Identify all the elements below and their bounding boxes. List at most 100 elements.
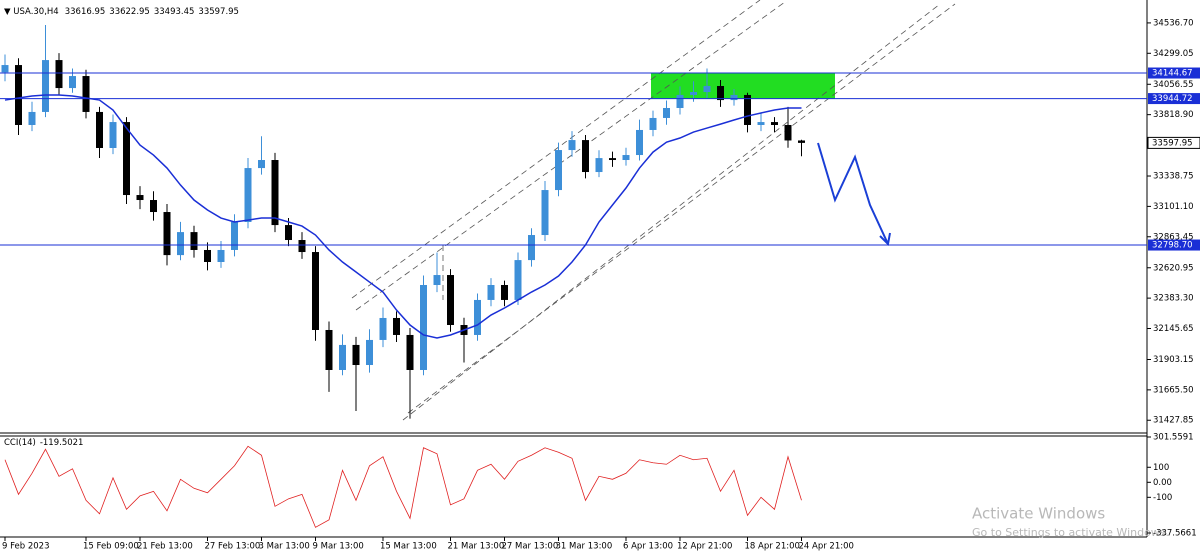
channel-line bbox=[355, 1, 786, 311]
candle-body bbox=[123, 122, 130, 196]
candle-body bbox=[136, 195, 144, 201]
candle-body bbox=[784, 124, 792, 141]
y-tick-label: 31665.50 bbox=[1153, 385, 1194, 395]
y-tick-label: 31903.15 bbox=[1153, 355, 1194, 365]
watermark-title: Activate Windows bbox=[972, 505, 1105, 523]
candle-body bbox=[501, 285, 508, 300]
x-tick-label: 15 Feb 09:00 bbox=[83, 542, 139, 552]
x-tick-label: 27 Feb 13:00 bbox=[205, 542, 261, 552]
candle-body bbox=[82, 76, 90, 112]
header-open: 33616.95 bbox=[65, 7, 106, 17]
candle-body bbox=[339, 344, 346, 370]
candle-body bbox=[717, 86, 724, 101]
level-label-box bbox=[1148, 93, 1200, 105]
candle-body bbox=[528, 235, 535, 261]
header-low: 33493.45 bbox=[154, 7, 195, 17]
candle-body bbox=[271, 160, 279, 226]
arrow-path bbox=[817, 142, 889, 245]
x-tick-label: 3 Mar 13:00 bbox=[259, 542, 310, 552]
header-close: 33597.95 bbox=[198, 7, 239, 17]
channel-line bbox=[351, 0, 761, 299]
candle-body bbox=[163, 212, 171, 256]
cci-tick-label: -100 bbox=[1153, 493, 1172, 503]
candle-body bbox=[420, 285, 427, 370]
y-tick-label: 33338.75 bbox=[1153, 172, 1194, 182]
candle-body bbox=[406, 334, 414, 370]
candle-body bbox=[298, 240, 306, 253]
candle-body bbox=[582, 140, 589, 173]
header-glyph: ▼ bbox=[4, 7, 13, 17]
cci-tick-label: -337.5661 bbox=[1153, 529, 1197, 539]
level-label: 32798.70 bbox=[1152, 241, 1193, 251]
candle-body bbox=[366, 339, 373, 366]
candle-body bbox=[514, 260, 522, 300]
candle-body bbox=[69, 76, 76, 89]
candle-body bbox=[622, 155, 630, 161]
channel-line bbox=[402, 3, 941, 421]
level-label: 33944.72 bbox=[1152, 94, 1193, 104]
x-tick-label: 21 Feb 13:00 bbox=[137, 542, 193, 552]
channel-line bbox=[407, 3, 956, 414]
candle-body bbox=[285, 225, 292, 241]
candle-body bbox=[474, 299, 481, 335]
candle-body bbox=[96, 111, 103, 148]
watermark-subtitle: Go to Settings to activate Windows. bbox=[972, 526, 1169, 539]
candle-body bbox=[663, 107, 670, 118]
x-tick-label: 15 Mar 13:00 bbox=[380, 542, 437, 552]
candle-body bbox=[744, 94, 751, 125]
y-tick-label: 31427.85 bbox=[1153, 416, 1194, 426]
candle-body bbox=[757, 122, 765, 125]
candle-body bbox=[568, 140, 576, 151]
candle-body bbox=[636, 129, 643, 156]
candle-body bbox=[447, 275, 454, 326]
candle-body bbox=[690, 92, 697, 95]
cci-tick-label: 301.5591 bbox=[1153, 433, 1194, 443]
y-tick-label: 32145.65 bbox=[1153, 324, 1194, 334]
plot-layer bbox=[1, 25, 805, 419]
candle-body bbox=[109, 122, 117, 148]
candle-body bbox=[244, 168, 252, 222]
candle-body bbox=[541, 190, 549, 236]
y-tick-label: 34536.70 bbox=[1153, 18, 1194, 28]
candle-body bbox=[379, 317, 387, 340]
x-tick-label: 18 Apr 21:00 bbox=[745, 542, 800, 552]
candle-body bbox=[28, 111, 36, 125]
level-label-box bbox=[1148, 67, 1200, 79]
candle-body bbox=[258, 160, 265, 169]
candle-body bbox=[15, 65, 22, 125]
candle-body bbox=[433, 275, 441, 286]
candle-body bbox=[55, 60, 63, 89]
price-label-box bbox=[1147, 136, 1200, 149]
x-tick-label: 9 Mar 13:00 bbox=[313, 542, 364, 552]
candle-body bbox=[217, 249, 225, 262]
candle-body bbox=[204, 249, 211, 262]
candle-body bbox=[312, 252, 319, 330]
candle-body bbox=[595, 158, 603, 173]
candle-body bbox=[487, 285, 495, 300]
arrow-head bbox=[879, 232, 891, 247]
candle-body bbox=[393, 317, 400, 335]
candle-body bbox=[231, 221, 238, 250]
y-tick-label: 32383.30 bbox=[1153, 294, 1194, 304]
x-tick-label: 9 Feb 2023 bbox=[2, 542, 50, 552]
y-tick-label: 34299.05 bbox=[1153, 49, 1194, 59]
header-high: 33622.95 bbox=[109, 7, 150, 17]
x-tick-label: 27 Mar 13:00 bbox=[502, 542, 559, 552]
x-tick-label: 21 Mar 13:00 bbox=[448, 542, 505, 552]
moving-average bbox=[4, 94, 802, 339]
cci-name: CCI(14) bbox=[4, 438, 36, 448]
candle-body bbox=[190, 232, 198, 250]
candle-body bbox=[325, 329, 333, 370]
candle-body bbox=[676, 94, 684, 108]
candle-body bbox=[352, 344, 360, 366]
channel bbox=[351, 0, 956, 421]
y-tick-label: 34056.55 bbox=[1153, 80, 1194, 90]
y-tick-label: 32863.45 bbox=[1153, 232, 1194, 242]
candle-body bbox=[1, 65, 9, 73]
cci-value: -119.5021 bbox=[40, 438, 84, 448]
level-label: 34144.67 bbox=[1152, 69, 1193, 79]
zone bbox=[651, 73, 835, 99]
zone-layer bbox=[651, 73, 835, 99]
